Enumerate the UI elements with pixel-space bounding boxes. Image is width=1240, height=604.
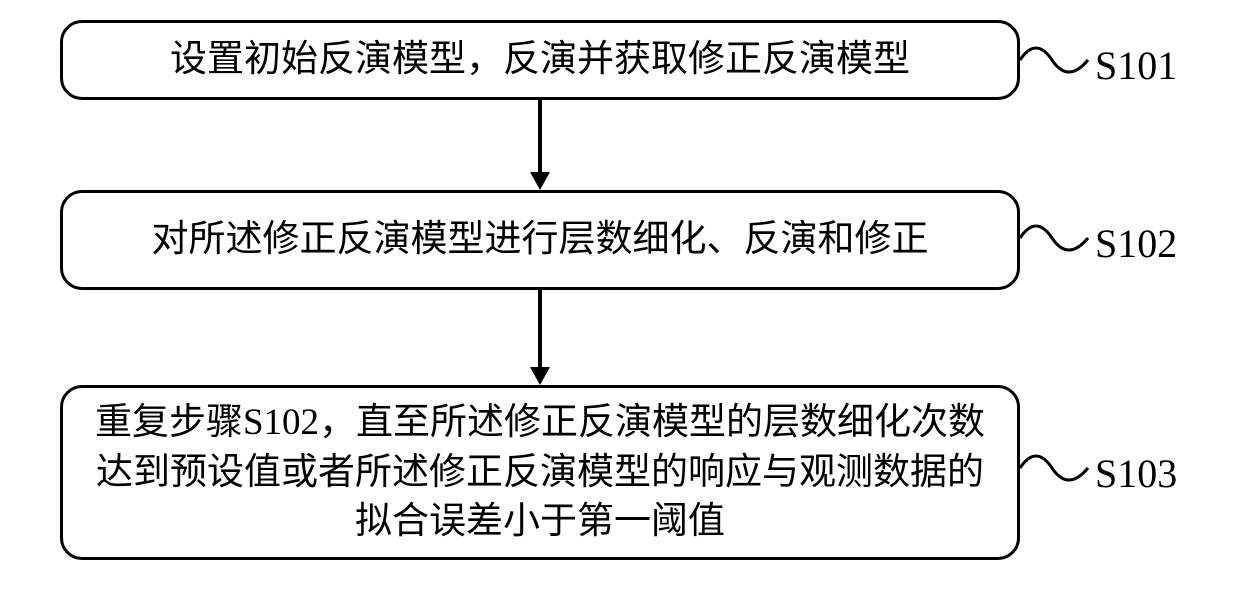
- flow-step-s101: 设置初始反演模型，反演并获取修正反演模型: [60, 20, 1020, 100]
- flow-step-s101-text: 设置初始反演模型，反演并获取修正反演模型: [170, 35, 910, 85]
- step-label-s102: S102: [1095, 220, 1177, 267]
- arrow-head-s101-s102: [530, 172, 550, 190]
- connector-s103: [1018, 448, 1093, 492]
- connector-s101: [1018, 40, 1093, 84]
- connector-s102: [1018, 218, 1093, 262]
- flow-step-s102-text: 对所述修正反演模型进行层数细化、反演和修正: [152, 215, 929, 265]
- arrow-head-s102-s103: [530, 367, 550, 385]
- arrow-s101-s102: [538, 100, 542, 172]
- step-label-s103: S103: [1095, 450, 1177, 497]
- flow-step-s102: 对所述修正反演模型进行层数细化、反演和修正: [60, 190, 1020, 290]
- flow-step-s103: 重复步骤S102，直至所述修正反演模型的层数细化次数达到预设值或者所述修正反演模…: [60, 385, 1020, 560]
- arrow-s102-s103: [538, 290, 542, 367]
- flow-step-s103-text: 重复步骤S102，直至所述修正反演模型的层数细化次数达到预设值或者所述修正反演模…: [83, 398, 997, 548]
- step-label-s101: S101: [1095, 42, 1177, 89]
